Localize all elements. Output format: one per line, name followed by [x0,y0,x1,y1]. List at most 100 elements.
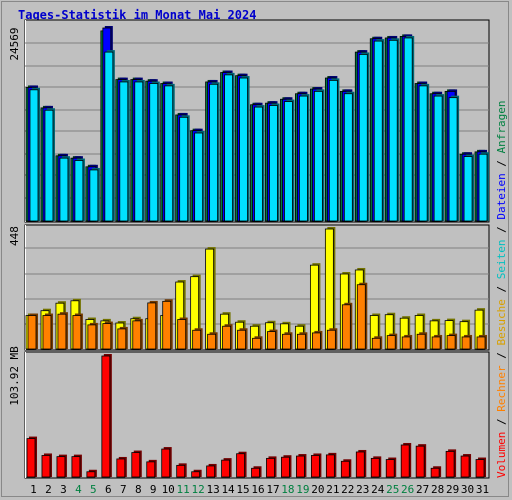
bar-seiten-29 [448,95,460,222]
legend-entry-2: Rechner [495,365,508,412]
bar-volumen-31 [475,457,487,478]
x-tick-label-13: 13 [206,483,219,496]
bar-seiten-23 [358,52,370,222]
bar-volumen-30 [460,454,472,478]
x-tick-label-25: 25 [386,483,399,496]
x-tick-label-31: 31 [476,483,489,496]
bar-seiten-27 [418,83,430,222]
bar-volumen-19 [296,454,307,478]
bar-volumen-20 [310,453,322,478]
x-tick-label-19: 19 [296,483,309,496]
x-tick-label-9: 9 [150,483,157,496]
x-tick-label-4: 4 [75,483,82,496]
bar-seiten-15 [239,76,250,222]
x-tick-label-1: 1 [30,483,37,496]
bar-rechner-26 [401,334,413,350]
bar-seiten-10 [164,83,175,222]
bar-rechner-28 [431,334,443,350]
x-tick-label-16: 16 [251,483,264,496]
bar-seiten-21 [328,78,340,222]
bar-rechner-22 [341,302,353,350]
bar-rechner-15 [237,328,248,350]
legend-entry-10: Anfragen [495,100,508,153]
bar-volumen-22 [340,459,352,478]
bar-volumen-5 [86,469,97,478]
bar-seiten-20 [313,89,325,222]
bar-rechner-2 [42,313,53,350]
legend-entry-8: Dateien [495,173,508,219]
legend: Volumen / Rechner / Besuche / Seiten / D… [495,100,508,478]
bar-seiten-1 [29,87,40,222]
bar-volumen-1 [26,436,37,478]
x-tick-label-15: 15 [236,483,249,496]
bar-rechner-3 [57,312,68,350]
x-tick-label-29: 29 [446,483,459,496]
bar-volumen-27 [415,444,427,478]
y-max-label-3: 103.92 MB [8,346,21,406]
bar-seiten-6 [104,50,115,222]
bar-rechner-8 [132,318,143,350]
x-tick-label-17: 17 [266,483,279,496]
bar-rechner-27 [416,332,428,350]
bar-rechner-18 [282,332,293,350]
legend-entry-6: Seiten [495,240,508,280]
bar-volumen-17 [266,456,277,478]
bar-seiten-2 [44,108,55,222]
x-tick-label-24: 24 [371,483,385,496]
bar-volumen-25 [385,457,397,478]
x-tick-label-26: 26 [401,483,414,496]
bar-rechner-7 [117,326,128,350]
bar-seiten-4 [74,158,85,222]
bar-volumen-13 [206,463,217,478]
legend-entry-0: Volumen [495,432,508,478]
bar-seiten-18 [284,99,295,222]
x-tick-label-27: 27 [416,483,429,496]
bar-rechner-9 [147,300,158,350]
bar-seiten-8 [134,79,145,222]
x-tick-label-28: 28 [431,483,444,496]
bar-rechner-16 [252,336,263,350]
x-tick-label-30: 30 [461,483,474,496]
y-max-label-2: 448 [8,226,21,246]
bar-volumen-15 [236,451,247,478]
bar-volumen-24 [370,456,382,478]
legend-entry-4: Besuche [495,299,508,345]
bar-seiten-11 [179,115,190,222]
bar-seiten-14 [224,72,235,222]
bar-seiten-3 [59,156,70,222]
y-max-label-1: 24569 [8,27,21,60]
bar-seiten-28 [433,94,445,222]
bar-volumen-14 [221,458,232,478]
bar-rechner-29 [446,333,458,350]
bar-volumen-26 [400,442,412,478]
bar-volumen-23 [355,449,367,478]
bar-seiten-19 [299,94,310,222]
x-tick-label-23: 23 [356,483,369,496]
bar-seiten-16 [254,105,265,222]
bar-volumen-6 [101,354,112,478]
bar-volumen-9 [146,459,157,478]
x-tick-label-8: 8 [135,483,142,496]
x-tick-label-7: 7 [120,483,127,496]
legend-entry-7: / [495,220,508,240]
bar-rechner-1 [27,313,38,350]
bar-seiten-26 [403,35,415,222]
x-tick-label-21: 21 [326,483,339,496]
bar-volumen-12 [191,469,202,478]
bar-seiten-13 [209,82,220,222]
x-tick-label-20: 20 [311,483,324,496]
x-tick-label-14: 14 [221,483,235,496]
x-tick-label-6: 6 [105,483,112,496]
legend-entry-5: / [495,279,508,299]
bar-volumen-4 [71,454,82,478]
x-tick-label-3: 3 [60,483,67,496]
bar-rechner-5 [87,322,98,350]
bar-volumen-2 [41,453,52,478]
legend-entry-9: / [495,153,508,173]
bar-volumen-7 [116,456,127,478]
legend-entry-3: / [495,346,508,366]
bar-rechner-4 [72,313,83,350]
bar-seiten-25 [388,38,400,222]
bar-rechner-20 [311,330,323,350]
bar-rechner-6 [102,321,113,350]
